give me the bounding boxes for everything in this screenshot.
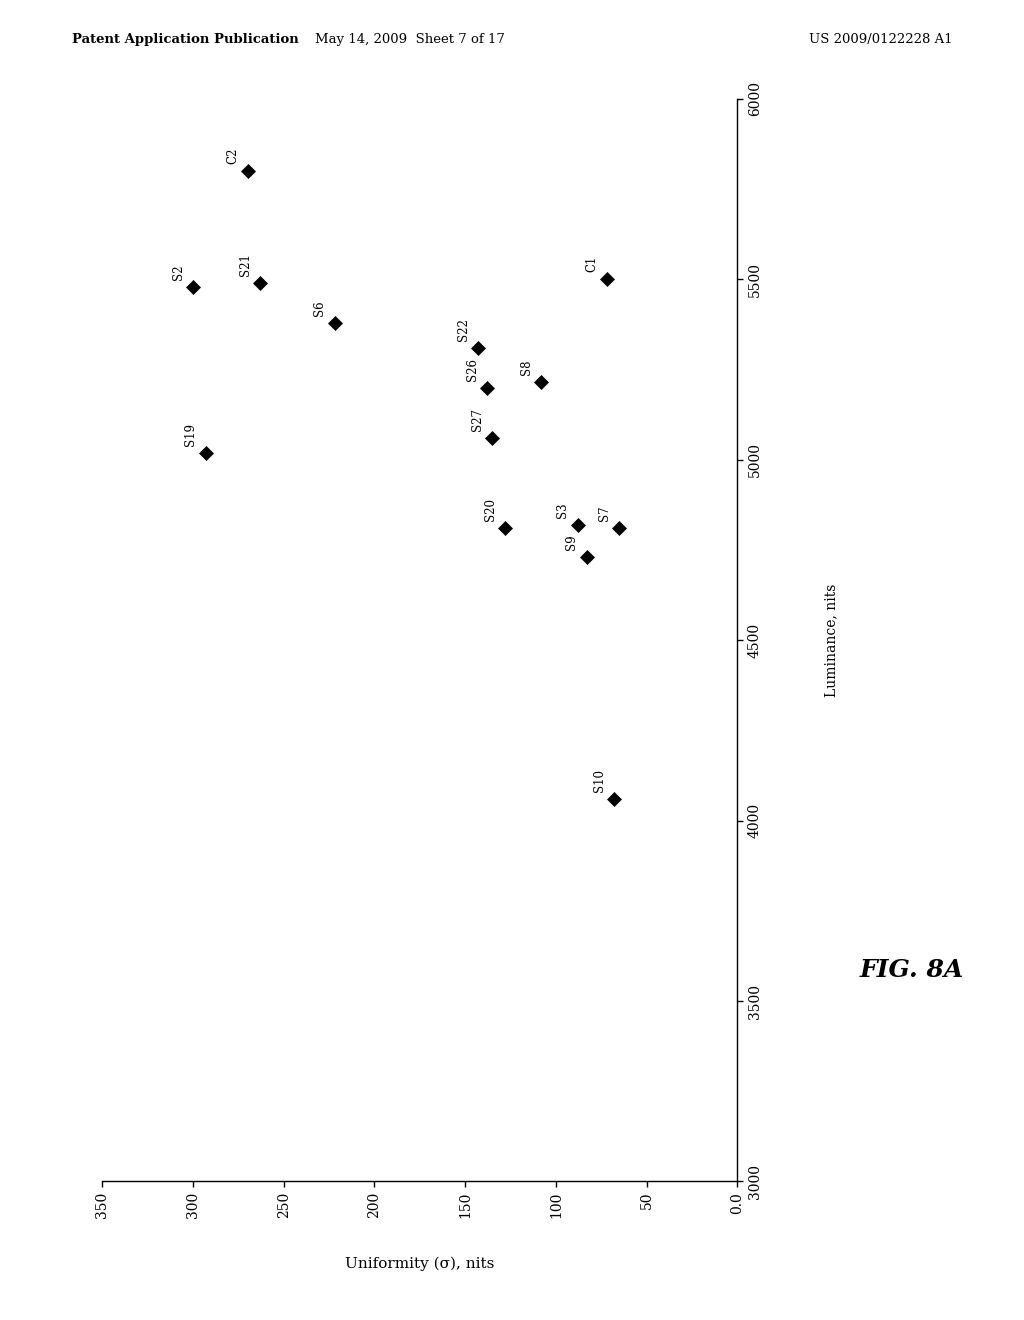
Text: FIG. 8A: FIG. 8A [859,958,964,982]
Text: US 2009/0122228 A1: US 2009/0122228 A1 [809,33,952,46]
Text: S21: S21 [239,253,252,276]
Text: S19: S19 [184,422,198,446]
Text: S7: S7 [598,506,611,521]
Text: Patent Application Publication: Patent Application Publication [72,33,298,46]
Text: May 14, 2009  Sheet 7 of 17: May 14, 2009 Sheet 7 of 17 [314,33,505,46]
Text: S22: S22 [457,318,470,341]
Text: S3: S3 [556,502,569,517]
Text: S6: S6 [313,300,327,315]
Text: C2: C2 [226,148,240,164]
Text: S20: S20 [483,499,497,521]
Text: S9: S9 [565,535,579,550]
Text: S10: S10 [593,770,605,792]
Text: S26: S26 [466,358,478,380]
X-axis label: Uniformity (σ), nits: Uniformity (σ), nits [345,1257,495,1271]
Y-axis label: Luminance, nits: Luminance, nits [824,583,839,697]
Text: S2: S2 [172,264,184,280]
Text: S27: S27 [471,408,484,432]
Text: C1: C1 [586,256,598,272]
Text: S8: S8 [520,360,534,375]
